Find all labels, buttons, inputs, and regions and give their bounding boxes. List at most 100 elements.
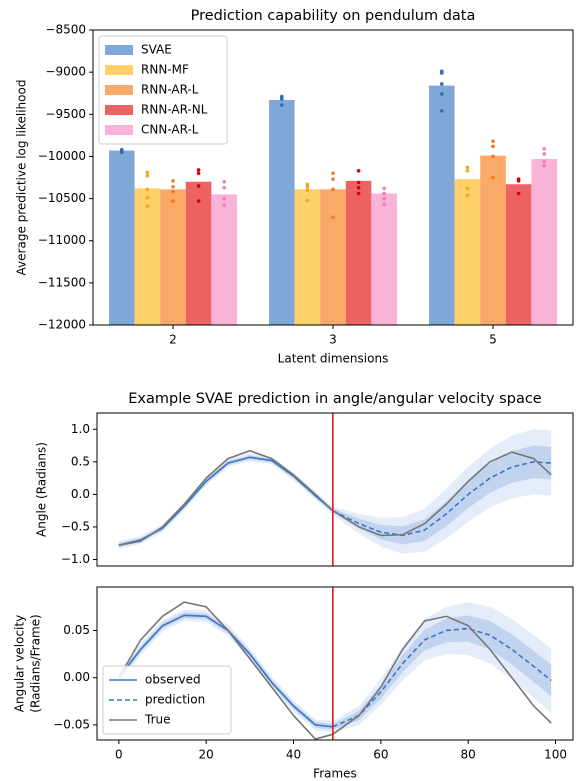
run-dot (356, 180, 361, 185)
y-tick-label: −11000 (38, 233, 86, 247)
bar (185, 181, 212, 325)
run-dot (542, 152, 546, 156)
run-dot (491, 139, 495, 144)
y-axis-label: (Radians/Frame) (29, 614, 43, 712)
run-dot (331, 177, 335, 181)
y-axis-label: Angular velocity (13, 615, 27, 712)
bar (211, 194, 237, 325)
run-dot (305, 184, 310, 189)
run-dot (465, 165, 470, 170)
y-tick-label: 1.0 (71, 422, 90, 436)
y-tick-label: −8500 (45, 23, 86, 37)
x-tick-label: 60 (373, 748, 388, 762)
y-axis-label: Angle (Radians) (35, 442, 49, 537)
run-dot (196, 199, 201, 203)
run-dot (145, 170, 150, 175)
y-tick-label: −0.5 (61, 519, 90, 533)
legend-label: CNN-AR-L (141, 123, 199, 137)
axes: Example SVAE prediction in angle/angular… (35, 391, 574, 567)
run-dot (145, 204, 150, 208)
run-dot (440, 82, 444, 86)
run-dot (491, 144, 495, 149)
run-dot (440, 71, 444, 75)
run-dot (171, 199, 175, 203)
run-dot (440, 92, 444, 96)
y-tick-label: −0.05 (53, 717, 90, 731)
axes: Prediction capability on pendulum data La… (15, 8, 574, 366)
bar (160, 189, 186, 325)
run-dot (491, 154, 495, 159)
run-dot (465, 186, 470, 191)
legend: SVAE RNN-MF RNN-AR-L RNN-AR-NL CNN-AR-L (98, 35, 228, 145)
run-dot (280, 103, 284, 107)
x-tick-label: 3 (329, 333, 337, 347)
run-dot (331, 187, 335, 192)
run-dot (542, 159, 546, 164)
y-tick-label: 0.0 (71, 487, 90, 501)
legend-swatch (105, 125, 133, 135)
run-dot (516, 191, 521, 196)
run-dot (516, 179, 521, 183)
plot-area (118, 413, 552, 566)
legend-label: SVAE (141, 43, 172, 57)
run-dot (542, 163, 546, 168)
y-tick-label: −1.0 (61, 552, 90, 566)
run-dot (171, 190, 175, 194)
chart-title: Example SVAE prediction in angle/angular… (128, 391, 542, 407)
y-tick-label: −9500 (45, 107, 86, 121)
run-dot (465, 168, 470, 173)
y-tick-label: −11500 (38, 275, 86, 289)
interval-band (118, 612, 552, 730)
chart-title: Prediction capability on pendulum data (191, 8, 476, 24)
x-tick-label: 80 (461, 748, 476, 762)
y-tick-label: 0.00 (63, 670, 90, 684)
run-dot (542, 147, 546, 151)
x-tick-label: 5 (489, 333, 497, 347)
axes-frame (96, 586, 574, 741)
x-tick-label: 2 (169, 333, 177, 347)
bar (371, 193, 397, 325)
y-tick-label: −10000 (38, 149, 86, 163)
x-tick-label: 0 (115, 748, 123, 762)
run-dot (382, 186, 387, 191)
legend-label: prediction (145, 693, 205, 707)
run-dot (305, 188, 310, 192)
plot-area (109, 69, 557, 325)
y-tick-label: 0.05 (63, 623, 90, 637)
y-tick-label: 0.5 (71, 454, 90, 468)
run-dot (382, 202, 387, 207)
plot-area (118, 587, 552, 740)
bar (269, 99, 295, 325)
bar (454, 179, 481, 325)
x-axis-label: Frames (313, 767, 357, 781)
run-dot (196, 168, 201, 172)
y-tick-label: −9000 (45, 65, 86, 79)
run-dot (356, 168, 361, 173)
legend-label: RNN-AR-L (141, 83, 199, 97)
axes-frame (92, 29, 574, 326)
run-dot (331, 215, 335, 219)
legend-label: RNN-MF (141, 63, 189, 77)
y-tick-label: −10500 (38, 191, 86, 205)
x-tick-label: 20 (199, 748, 214, 762)
legend-swatch (105, 45, 133, 55)
legend-label: RNN-AR-NL (141, 103, 208, 117)
bar (480, 155, 506, 325)
run-dot (222, 179, 226, 184)
bar (294, 189, 321, 325)
y-axis-label: Average predictive log likelihood (15, 80, 29, 276)
run-dot (196, 171, 201, 176)
series-line (332, 627, 552, 728)
run-dot (356, 185, 361, 190)
bar (531, 158, 557, 325)
axes-frame (96, 412, 574, 567)
y-tick-label: −12000 (38, 318, 86, 332)
axes: Frames Angular velocity (Radians/Frame) −0.… (13, 586, 574, 781)
legend-box (102, 665, 232, 735)
bar (345, 180, 372, 325)
series-line (332, 461, 552, 537)
run-dot (171, 184, 175, 189)
run-dot (465, 193, 470, 197)
legend-swatch (105, 85, 133, 95)
